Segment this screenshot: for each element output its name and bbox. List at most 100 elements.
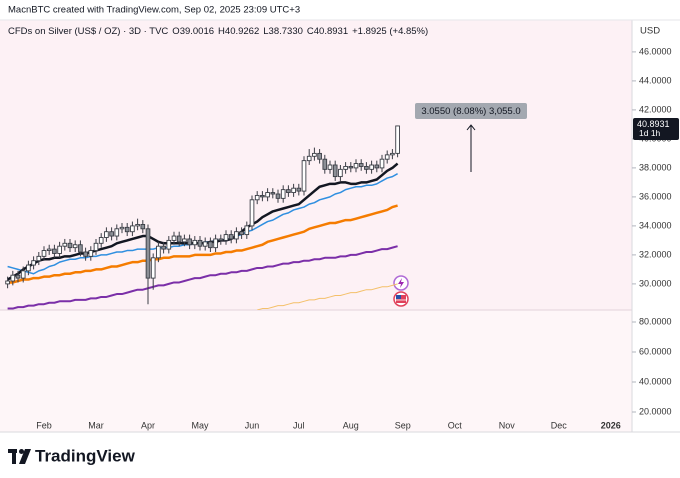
ohlc-value: 40.9262: [225, 26, 259, 37]
y-tick-label: 46.0000: [639, 46, 672, 56]
candle-body: [327, 164, 333, 170]
candle-body: [114, 228, 120, 237]
candle-body: [260, 194, 265, 198]
candle-body: [161, 245, 166, 250]
candle-body: [244, 225, 250, 236]
candle-body: [213, 238, 218, 249]
measure-box: [415, 103, 527, 119]
ohlc-label: H: [218, 26, 225, 37]
last-price: 40.8931: [637, 119, 670, 129]
x-tick-label: Aug: [343, 420, 359, 430]
x-tick-label: Apr: [141, 420, 155, 430]
credit: MacnBTC created with TradingView.com, Se…: [8, 5, 300, 16]
logo-part: [12, 449, 16, 464]
x-tick-label: Feb: [36, 420, 52, 430]
candle-body: [130, 225, 135, 233]
candle-body: [270, 192, 276, 195]
candle-body: [254, 194, 260, 201]
candle-body: [52, 248, 57, 254]
candle-body: [192, 239, 198, 246]
ohlc-label: O: [172, 26, 179, 37]
candle-body: [104, 231, 109, 238]
candle-body: [395, 125, 400, 154]
candle-body: [10, 274, 16, 282]
candle-body: [176, 235, 182, 243]
candle-body: [171, 235, 177, 241]
y-tick-label: 36.0000: [639, 191, 672, 201]
x-tick-label: Jul: [293, 420, 305, 430]
candle-body: [301, 160, 307, 192]
y-tick-label: 42.0000: [639, 104, 672, 114]
lower-pane-background: [0, 310, 632, 432]
candle-body: [57, 245, 62, 254]
candle-body: [15, 274, 21, 279]
candle-body: [296, 187, 302, 192]
change: +1.8925 (+4.85%): [352, 26, 428, 37]
candle-body: [343, 165, 348, 170]
candle-body: [291, 187, 296, 193]
candle-body: [280, 189, 286, 199]
ohlc-label: L: [263, 26, 268, 37]
indicator-line: [7, 245, 398, 310]
candle-body: [119, 226, 125, 230]
y-tick-label: 20.0000: [639, 406, 672, 416]
candle-body: [332, 164, 338, 178]
x-tick-label: 2026: [601, 420, 621, 430]
currency: USD: [640, 26, 660, 37]
y-tick-label: 32.0000: [639, 249, 672, 259]
last-price-box: [633, 117, 679, 140]
x-tick-label: May: [191, 420, 209, 430]
candle-body: [197, 239, 203, 247]
candle-body: [275, 193, 281, 199]
candle-body: [312, 152, 317, 157]
ohlc-label: C: [307, 26, 314, 37]
event-icon-glyph: [398, 278, 404, 288]
candle-body: [182, 238, 187, 243]
candle-body: [239, 231, 244, 236]
candle-body: [166, 239, 172, 250]
candle-body: [348, 165, 354, 169]
y-tick-label: 30.0000: [639, 278, 672, 288]
indicator-line: [7, 204, 398, 284]
y-tick-label: 80.0000: [639, 316, 672, 326]
candle-body: [140, 223, 146, 230]
candle-body: [317, 152, 322, 160]
candle-body: [208, 241, 213, 249]
candle-body: [83, 251, 88, 257]
candle-body: [374, 164, 380, 169]
candle-body: [265, 192, 270, 198]
legend: CFDs on Silver (US$ / OZ) · 3D · TVC O39.…: [8, 26, 428, 37]
candle-body: [98, 237, 104, 244]
y-tick-label: 38.0000: [639, 162, 672, 172]
brand-name: TradingView: [35, 446, 136, 465]
candle-body: [72, 244, 78, 249]
x-tick-label: Mar: [88, 420, 104, 430]
candle-body: [379, 158, 385, 169]
candle-body: [124, 226, 130, 233]
candle-body: [20, 270, 26, 279]
y-tick-label: 60.0000: [639, 346, 672, 356]
measure-arrow-head: [466, 124, 476, 131]
price-pane: [5, 125, 400, 310]
candle-body: [390, 152, 395, 156]
candle-body: [322, 158, 328, 170]
candle-body: [353, 163, 359, 169]
symbol: CFDs on Silver (US$ / OZ) · 3D · TVC: [8, 26, 168, 37]
candle-body: [286, 189, 291, 193]
y-tick-label: 40.0000: [639, 376, 672, 386]
candle-body: [364, 165, 369, 170]
ohlc-value: 40.8931: [314, 26, 348, 37]
y-tick-label: 44.0000: [639, 75, 672, 85]
candle-body: [234, 231, 239, 240]
candle-body: [78, 244, 83, 253]
indicator-line: [6, 162, 399, 281]
candle-body: [135, 223, 140, 227]
candle-body: [369, 164, 374, 170]
candle-body: [88, 250, 94, 257]
logo-part: [19, 449, 31, 464]
candle-body: [5, 280, 10, 285]
candle-body: [26, 264, 31, 272]
candle-body: [187, 238, 192, 246]
